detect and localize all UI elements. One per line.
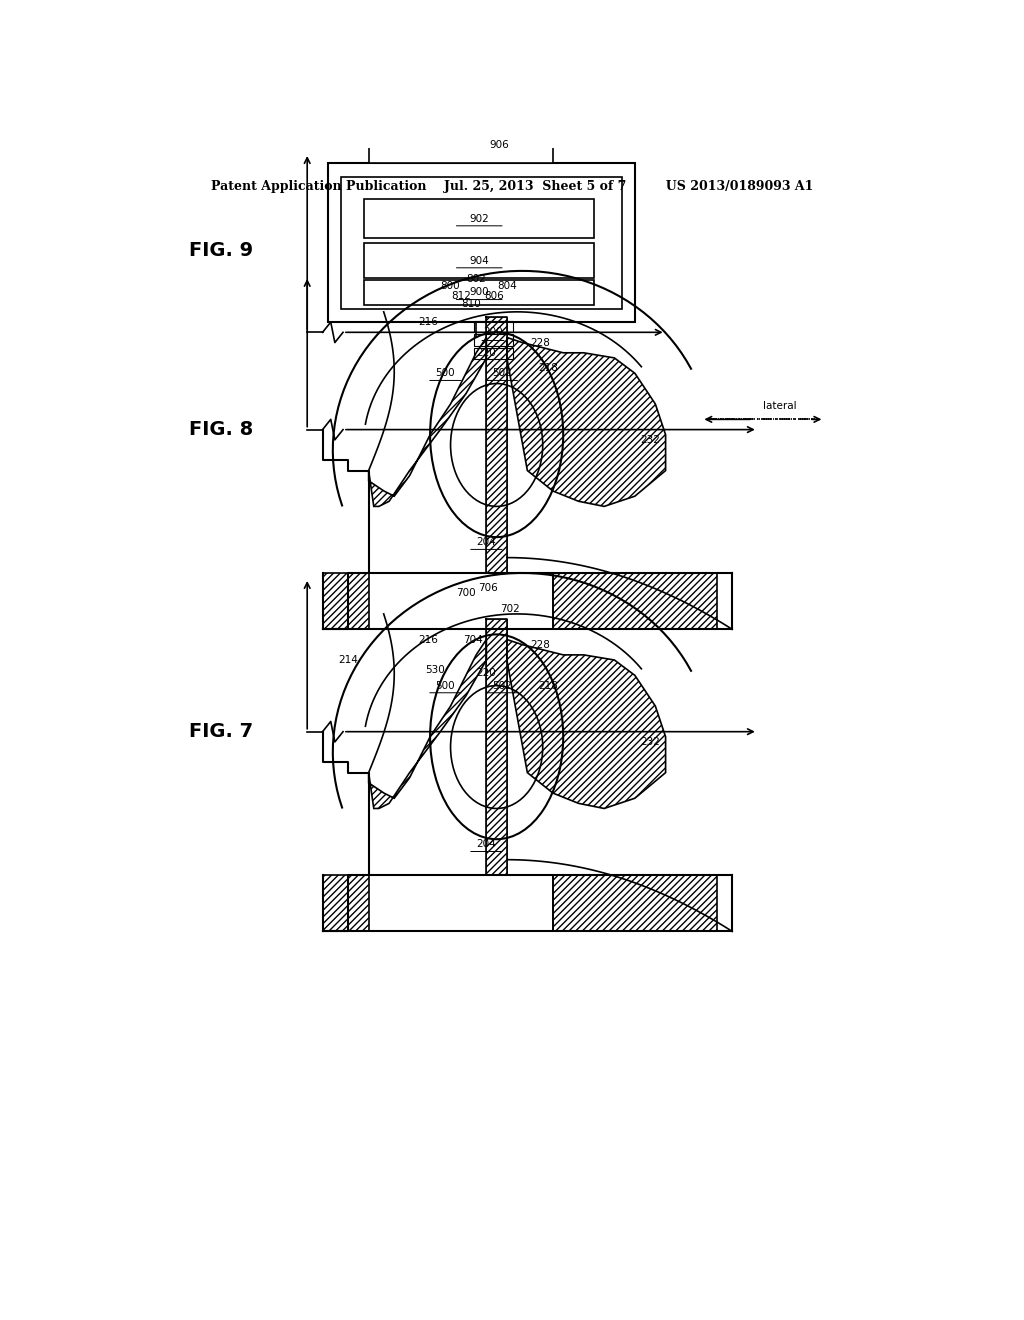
Text: 214: 214 xyxy=(338,655,358,665)
Text: 900: 900 xyxy=(469,288,489,297)
Text: 228: 228 xyxy=(530,640,551,649)
Text: 902: 902 xyxy=(469,214,489,223)
Polygon shape xyxy=(486,317,507,573)
Text: FIG. 8: FIG. 8 xyxy=(189,420,254,440)
Text: 812: 812 xyxy=(451,292,471,301)
Text: 502: 502 xyxy=(492,681,512,690)
FancyBboxPatch shape xyxy=(369,137,553,164)
Text: 806: 806 xyxy=(484,292,505,301)
Text: 704: 704 xyxy=(463,635,483,644)
Text: 200: 200 xyxy=(483,327,503,338)
Text: 232: 232 xyxy=(640,737,660,747)
Text: 906: 906 xyxy=(489,140,509,150)
Polygon shape xyxy=(369,338,486,507)
Text: 216: 216 xyxy=(418,635,438,644)
Text: 706: 706 xyxy=(478,583,499,593)
Polygon shape xyxy=(323,875,369,932)
Polygon shape xyxy=(553,875,717,932)
Text: 502: 502 xyxy=(492,368,512,379)
Text: 232: 232 xyxy=(640,434,660,445)
Text: FIG. 9: FIG. 9 xyxy=(189,242,254,260)
Text: Patent Application Publication    Jul. 25, 2013  Sheet 5 of 7         US 2013/01: Patent Application Publication Jul. 25, … xyxy=(211,181,813,194)
Text: 500: 500 xyxy=(435,681,456,690)
Text: 500: 500 xyxy=(435,368,456,379)
Text: 204: 204 xyxy=(476,840,497,849)
Text: 218: 218 xyxy=(538,363,558,374)
Polygon shape xyxy=(553,573,717,630)
Text: 702: 702 xyxy=(500,603,520,614)
Text: FIG. 7: FIG. 7 xyxy=(189,722,254,742)
Text: 700: 700 xyxy=(456,589,476,598)
Text: 904: 904 xyxy=(469,256,489,265)
Text: 228: 228 xyxy=(530,338,551,347)
Text: 530: 530 xyxy=(425,665,445,676)
Polygon shape xyxy=(507,338,666,507)
Text: 220: 220 xyxy=(476,347,497,358)
Text: 216: 216 xyxy=(418,317,438,327)
Polygon shape xyxy=(507,639,666,808)
Text: 810: 810 xyxy=(461,298,481,309)
Polygon shape xyxy=(486,619,507,875)
Text: 220: 220 xyxy=(476,668,497,678)
Polygon shape xyxy=(323,573,369,630)
Text: lateral: lateral xyxy=(763,401,797,411)
Text: 804: 804 xyxy=(497,281,517,292)
Polygon shape xyxy=(369,639,486,808)
Text: 204: 204 xyxy=(476,537,497,548)
Text: 800: 800 xyxy=(440,281,461,292)
Text: 802: 802 xyxy=(466,275,486,284)
Text: 218: 218 xyxy=(538,681,558,690)
